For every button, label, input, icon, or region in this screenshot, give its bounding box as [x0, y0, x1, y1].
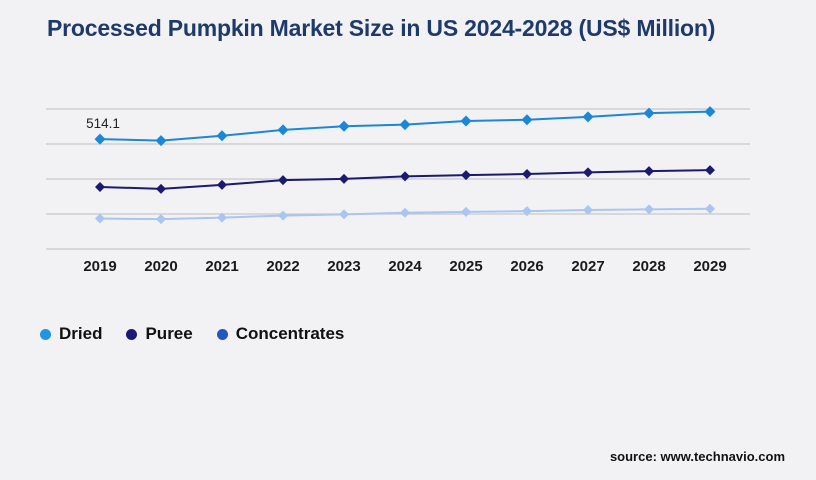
data-point-dried-2028 [643, 107, 655, 119]
data-point-concentrates-2025 [461, 206, 471, 217]
data-point-puree-2024 [400, 171, 410, 182]
x-axis-label-2025: 2025 [449, 258, 482, 275]
x-axis-label-2028: 2028 [632, 258, 665, 275]
x-axis-label-2022: 2022 [266, 258, 299, 275]
x-axis-label-2029: 2029 [693, 258, 726, 275]
data-point-puree-2020 [156, 183, 166, 194]
data-point-puree-2021 [217, 179, 227, 190]
data-point-puree-2028 [644, 166, 654, 177]
data-point-concentrates-2028 [644, 204, 654, 215]
data-point-puree-2029 [705, 165, 715, 176]
data-point-concentrates-2023 [339, 209, 349, 220]
data-point-concentrates-2024 [400, 207, 410, 218]
data-point-dried-2019 [94, 133, 106, 145]
data-point-dried-2029 [704, 106, 716, 118]
x-axis-label-2023: 2023 [327, 258, 360, 275]
data-point-dried-2023 [338, 120, 350, 132]
data-point-dried-2025 [460, 115, 472, 127]
x-axis-label-2024: 2024 [388, 258, 422, 275]
data-point-concentrates-2029 [705, 203, 715, 214]
data-point-concentrates-2026 [522, 206, 532, 217]
legend-item-dried: Dried [40, 324, 102, 344]
legend-label-dried: Dried [59, 324, 103, 343]
data-point-concentrates-2019 [95, 213, 105, 224]
data-point-puree-2025 [461, 170, 471, 181]
chart-legend: Dried Puree Concentrates [40, 324, 344, 344]
legend-item-concentrates: Concentrates [216, 324, 345, 344]
x-axis-label-2020: 2020 [144, 258, 177, 275]
data-point-puree-2027 [583, 167, 593, 178]
legend-item-puree: Puree [126, 324, 193, 344]
data-point-puree-2022 [278, 175, 288, 186]
data-point-dried-2020 [155, 135, 167, 147]
legend-label-concentrates: Concentrates [235, 324, 345, 343]
data-point-concentrates-2021 [217, 212, 227, 223]
data-point-dried-2024 [399, 119, 411, 131]
legend-label-puree: Puree [145, 324, 193, 343]
data-point-concentrates-2022 [278, 210, 288, 221]
data-label-dried-2019: 514.1 [86, 116, 120, 131]
data-point-concentrates-2027 [583, 205, 593, 216]
x-axis-label-2027: 2027 [571, 258, 604, 275]
legend-dot-dried-icon [40, 328, 51, 340]
legend-dot-concentrates-icon [216, 328, 228, 340]
data-point-dried-2026 [521, 114, 533, 126]
line-chart: 2019 2020 2021 2022 2023 2024 2025 2026 2027 2028… [46, 106, 750, 275]
x-axis-label-2021: 2021 [205, 258, 238, 275]
x-axis-label-2026: 2026 [510, 258, 543, 275]
legend-dot-puree-icon [126, 328, 138, 340]
data-point-dried-2021 [216, 130, 228, 142]
x-axis-label-2019: 2019 [83, 258, 116, 275]
chart-title: Processed Pumpkin Market Size in US 2024… [47, 15, 716, 41]
data-point-concentrates-2020 [156, 214, 166, 225]
data-point-puree-2026 [522, 168, 532, 179]
data-point-dried-2027 [582, 111, 594, 123]
data-point-puree-2023 [339, 173, 349, 184]
data-point-dried-2022 [277, 124, 289, 136]
source-attribution: source: www.technavio.com [609, 449, 785, 464]
data-point-puree-2019 [95, 181, 105, 192]
